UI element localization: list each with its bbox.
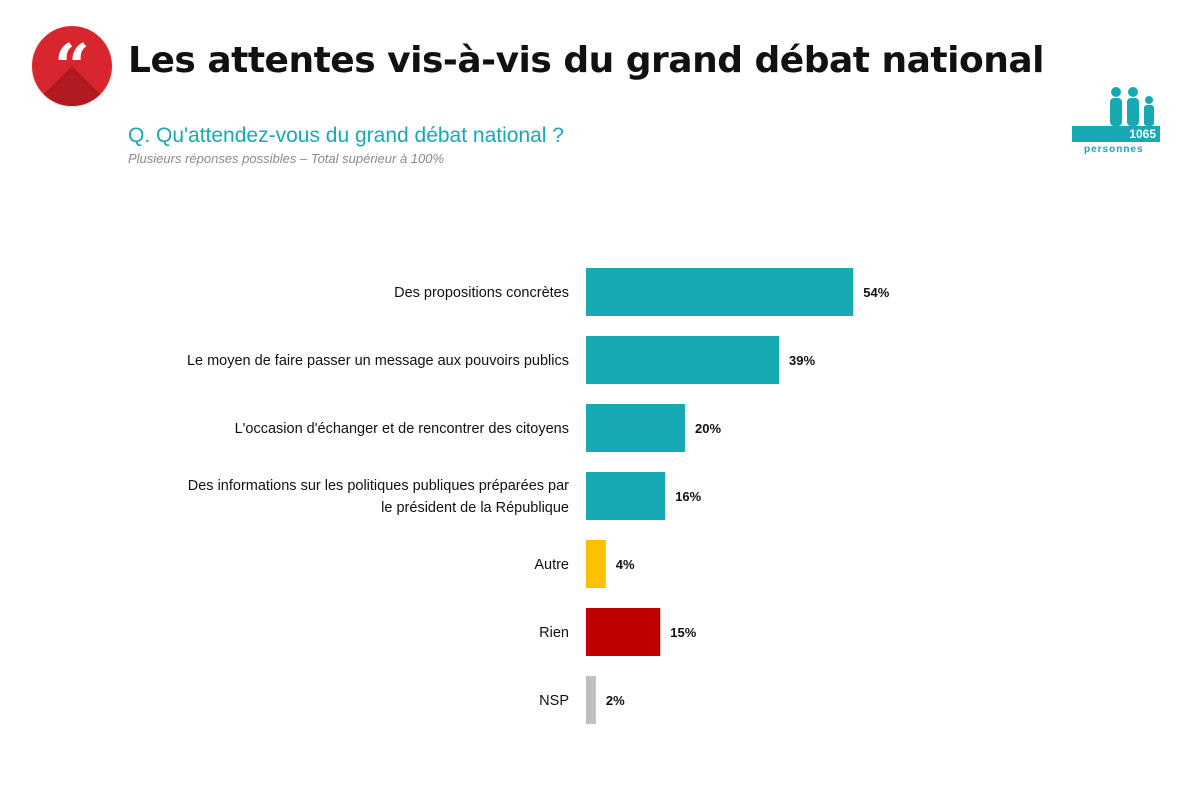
page-title: Les attentes vis-à-vis du grand débat na…: [128, 40, 1044, 81]
sample-size-badge: 1065 personnes: [1072, 86, 1160, 158]
category-label-5: Rien: [539, 625, 569, 641]
value-label-5: 15%: [670, 625, 696, 640]
sample-unit: personnes: [1084, 144, 1144, 155]
bar-5: [586, 608, 661, 656]
quote-glyph: “: [54, 30, 90, 103]
value-label-0: 54%: [863, 285, 889, 300]
value-label-1: 39%: [789, 353, 815, 368]
category-label-6: NSP: [539, 693, 569, 709]
value-label-6: 2%: [606, 693, 625, 708]
question-note: Plusieurs réponses possibles – Total sup…: [128, 151, 445, 166]
bar-1: [586, 336, 780, 384]
bar-6: [586, 676, 596, 724]
category-label-4: Autre: [534, 557, 569, 573]
value-label-4: 4%: [616, 557, 635, 572]
category-label-2: L'occasion d'échanger et de rencontrer d…: [235, 421, 569, 437]
quote-icon: “: [32, 26, 112, 106]
sample-count-bar: 1065: [1072, 126, 1160, 142]
bar-4: [586, 540, 606, 588]
bar-2: [586, 404, 685, 452]
category-label-1: Le moyen de faire passer un message aux …: [187, 353, 569, 369]
question-text: Q. Qu'attendez-vous du grand débat natio…: [128, 124, 564, 147]
category-label-0: Des propositions concrètes: [394, 285, 569, 301]
bar-3: [586, 472, 666, 520]
category-label-3: Des informations sur les politiques publ…: [188, 478, 569, 516]
people-icon: [1110, 87, 1154, 126]
bar-0: [586, 268, 854, 316]
sample-count: 1065: [1129, 127, 1156, 141]
value-label-3: 16%: [675, 489, 701, 504]
value-label-2: 20%: [695, 421, 721, 436]
